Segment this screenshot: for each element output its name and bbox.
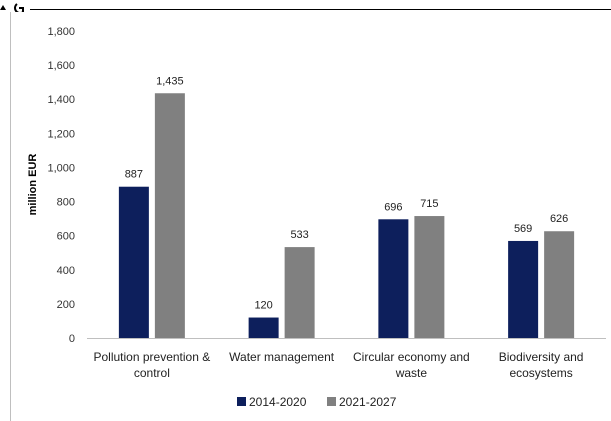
cropped-glyph-right: [14, 3, 24, 12]
y-axis-label: million EUR: [27, 154, 39, 216]
bar-2021-2027: [284, 247, 315, 338]
cropped-header-graphic: [0, 3, 611, 12]
x-category-label: Circular economy and waste: [353, 350, 470, 380]
bar-value-label: 626: [550, 213, 568, 225]
bar-value-label: 887: [125, 169, 143, 181]
bar-value-label: 120: [254, 300, 272, 312]
legend-label: 2014-2020: [249, 395, 307, 409]
x-category-label: Pollution prevention & control: [94, 350, 211, 380]
y-tick-label: 200: [57, 299, 75, 311]
legend-label: 2021-2027: [339, 395, 397, 409]
bar-chart: 0 200 400 600 800 1,000 1,200 1,400 1,600 1,800 mi…: [10, 12, 606, 421]
legend-swatch: [327, 397, 336, 406]
y-tick-label: 600: [57, 231, 75, 243]
x-axis: Pollution prevention & control Water manag…: [87, 338, 606, 380]
y-tick-label: 0: [69, 333, 75, 345]
y-tick-label: 1,000: [47, 162, 75, 174]
bar-2014-2020: [248, 317, 279, 338]
x-category-label: Water management: [229, 350, 335, 364]
bar-2021-2027: [154, 93, 185, 338]
y-tick-label: 1,800: [47, 26, 75, 38]
bar-value-label: 533: [290, 229, 308, 241]
cropped-header-fragment: [0, 0, 611, 12]
legend: 2014-2020 2021-2027: [237, 395, 397, 409]
y-tick-label: 800: [57, 197, 75, 209]
y-tick-label: 400: [57, 265, 75, 277]
y-tick-label: 1,200: [47, 128, 75, 140]
bar-value-label: 696: [384, 201, 402, 213]
data-labels: 887 120 696 569 1,435 533 715 626: [125, 75, 569, 311]
bars: [118, 93, 575, 338]
y-axis: 0 200 400 600 800 1,000 1,200 1,400 1,600 1,800 mi…: [27, 26, 75, 345]
chart-frame: 0 200 400 600 800 1,000 1,200 1,400 1,600 1,800 mi…: [10, 12, 611, 421]
bar-2021-2027: [414, 216, 445, 338]
bar-value-label: 715: [420, 198, 438, 210]
bar-2014-2020: [378, 219, 409, 338]
y-tick-label: 1,600: [47, 60, 75, 72]
bar-2014-2020: [118, 186, 149, 338]
bar-value-label: 1,435: [156, 75, 184, 87]
x-category-label: Biodiversity and ecosystems: [499, 350, 584, 380]
bar-2014-2020: [508, 240, 539, 338]
bar-value-label: 569: [514, 223, 532, 235]
cropped-glyph-left: [0, 5, 6, 10]
legend-swatch: [237, 397, 246, 406]
bar-2021-2027: [544, 231, 575, 338]
y-tick-label: 1,400: [47, 94, 75, 106]
